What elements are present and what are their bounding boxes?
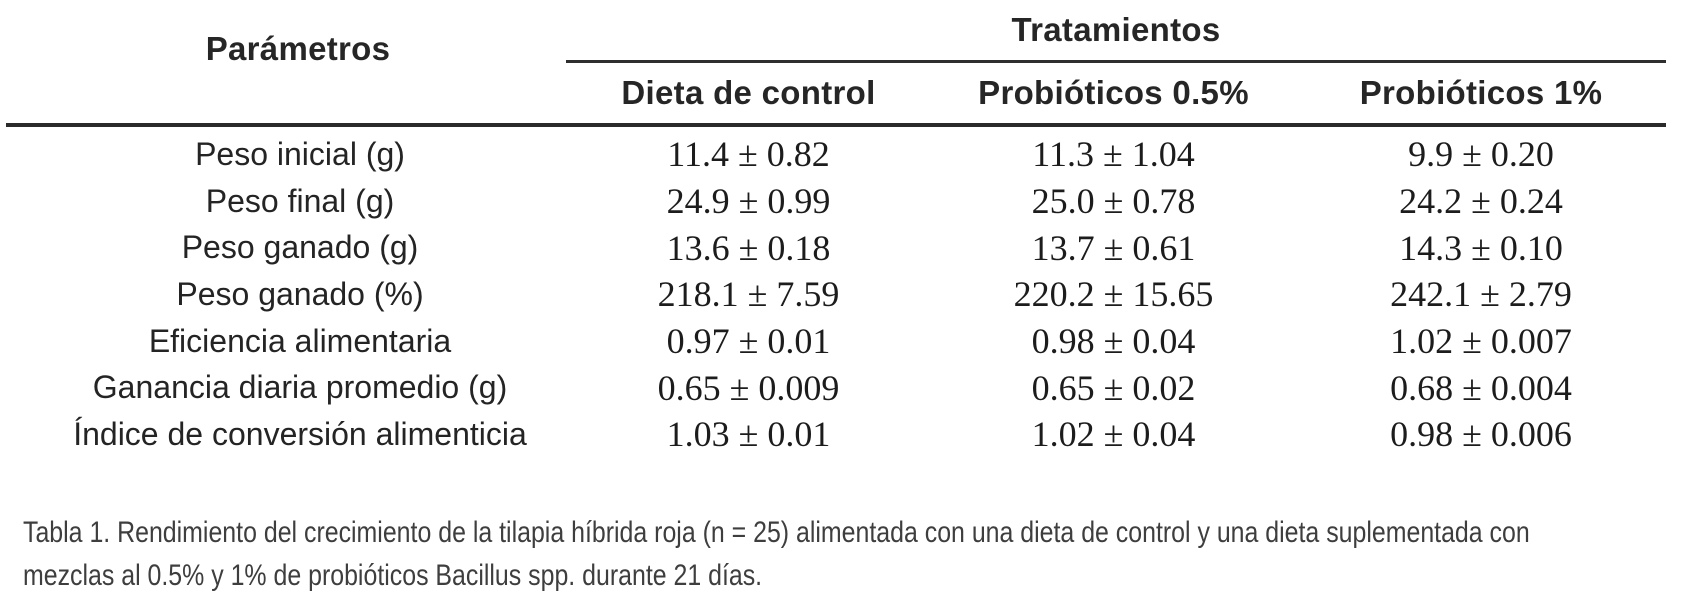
table-row: Peso final (g) 24.9 ± 0.99 25.0 ± 0.78 2… <box>6 178 1666 225</box>
param-label: Peso inicial (g) <box>195 135 405 172</box>
table-header: Parámetros Tratamientos Dieta de control… <box>6 0 1666 127</box>
param-label: Peso ganado (%) <box>176 275 424 312</box>
table-row: Eficiencia alimentaria 0.97 ± 0.01 0.98 … <box>6 318 1666 365</box>
column-header-probiotics-1: Probióticos 1% <box>1359 74 1603 111</box>
value-probiotics-0-5: 13.7 ± 0.61 <box>1031 227 1196 268</box>
treatment-column-headers: Dieta de control Probióticos 0.5% Probió… <box>566 63 1666 123</box>
value-control: 0.97 ± 0.01 <box>666 321 831 362</box>
value-probiotics-1: 0.68 ± 0.004 <box>1390 367 1572 408</box>
value-probiotics-0-5: 25.0 ± 0.78 <box>1031 181 1196 222</box>
value-probiotics-0-5: 220.2 ± 15.65 <box>1013 274 1214 315</box>
treatments-group: Tratamientos Dieta de control Probiótico… <box>566 0 1666 123</box>
parameters-header: Parámetros <box>205 29 391 67</box>
value-probiotics-0-5: 0.98 ± 0.04 <box>1031 321 1196 362</box>
value-probiotics-0-5: 0.65 ± 0.02 <box>1031 367 1196 408</box>
value-probiotics-1: 9.9 ± 0.20 <box>1408 134 1554 175</box>
value-control: 24.9 ± 0.99 <box>666 181 831 222</box>
value-probiotics-1: 1.02 ± 0.007 <box>1390 321 1572 362</box>
param-label: Índice de conversión alimenticia <box>73 415 527 452</box>
value-control: 0.65 ± 0.009 <box>657 367 840 408</box>
param-label: Eficiencia alimentaria <box>148 322 452 359</box>
growth-table: Parámetros Tratamientos Dieta de control… <box>6 0 1666 458</box>
column-header-probiotics-0-5: Probióticos 0.5% <box>978 74 1249 111</box>
table-body: Peso inicial (g) 11.4 ± 0.82 11.3 ± 1.04… <box>6 127 1666 458</box>
value-probiotics-1: 14.3 ± 0.10 <box>1399 227 1563 268</box>
value-probiotics-1: 242.1 ± 2.79 <box>1390 274 1572 315</box>
param-label: Peso ganado (g) <box>181 229 419 266</box>
value-control: 218.1 ± 7.59 <box>657 274 840 315</box>
table-row: Ganancia diaria promedio (g) 0.65 ± 0.00… <box>6 364 1666 411</box>
treatments-underline <box>566 60 1666 63</box>
caption-line-2: mezclas al 0.5% y 1% de probióticos Baci… <box>23 559 763 592</box>
table-row: Índice de conversión alimenticia 1.03 ± … <box>6 411 1666 458</box>
value-probiotics-1: 24.2 ± 0.24 <box>1399 181 1563 222</box>
param-label: Ganancia diaria promedio (g) <box>92 369 508 406</box>
value-probiotics-1: 0.98 ± 0.006 <box>1390 414 1572 455</box>
value-probiotics-0-5: 11.3 ± 1.04 <box>1032 134 1195 175</box>
table-row: Peso ganado (g) 13.6 ± 0.18 13.7 ± 0.61 … <box>6 224 1666 271</box>
value-probiotics-0-5: 1.02 ± 0.04 <box>1031 414 1196 455</box>
table-caption: Tabla 1. Rendimiento del crecimiento de … <box>23 511 1700 597</box>
value-control: 1.03 ± 0.01 <box>666 414 831 455</box>
value-control: 13.6 ± 0.18 <box>666 227 831 268</box>
table-row: Peso ganado (%) 218.1 ± 7.59 220.2 ± 15.… <box>6 271 1666 318</box>
value-control: 11.4 ± 0.82 <box>667 134 830 175</box>
param-label: Peso final (g) <box>205 182 395 219</box>
column-header-control-diet: Dieta de control <box>621 74 876 111</box>
caption-line-1: Tabla 1. Rendimiento del crecimiento de … <box>23 516 1530 549</box>
table-row: Peso inicial (g) 11.4 ± 0.82 11.3 ± 1.04… <box>6 131 1666 178</box>
treatments-header: Tratamientos <box>1011 11 1221 48</box>
